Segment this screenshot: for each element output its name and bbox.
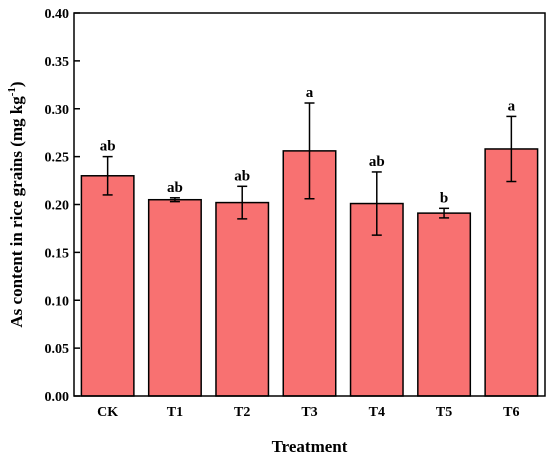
bar-ck bbox=[80, 175, 135, 397]
y-axis-title: As content in rice grains (mg kg-1) bbox=[6, 81, 26, 327]
y-tick-label: 0.30 bbox=[45, 103, 70, 118]
x-tick-label: T4 bbox=[369, 405, 385, 420]
y-tick-label: 0.20 bbox=[45, 199, 70, 214]
y-axis-title-main: As content in rice grains (mg kg bbox=[7, 96, 26, 328]
x-axis-title: Treatment bbox=[272, 437, 348, 456]
significance-label-t4: ab bbox=[369, 154, 385, 170]
significance-label-t2: ab bbox=[234, 168, 250, 184]
significance-label-t6: a bbox=[508, 98, 516, 114]
x-tick-label: T1 bbox=[167, 405, 183, 420]
bar-t1 bbox=[147, 198, 202, 397]
y-tick-label: 0.05 bbox=[45, 342, 70, 357]
x-tick-label: T5 bbox=[436, 405, 452, 420]
significance-label-t3: a bbox=[306, 85, 314, 101]
y-axis-title-superscript: -1 bbox=[6, 87, 18, 96]
y-axis-title-close: ) bbox=[7, 81, 26, 87]
significance-label-t5: b bbox=[440, 190, 448, 206]
bar-t5 bbox=[417, 212, 472, 397]
error-bars bbox=[102, 102, 517, 236]
significance-label-t1: ab bbox=[167, 180, 183, 196]
x-tick-label: T2 bbox=[234, 405, 250, 420]
y-axis: 0.00 0.05 0.10 0.15 0.20 0.25 0.30 0.35 0.40 bbox=[45, 7, 80, 405]
y-tick-label: 0.35 bbox=[45, 55, 70, 70]
y-tick-label: 0.25 bbox=[45, 151, 70, 166]
x-tick-label: CK bbox=[97, 405, 118, 420]
bar-t2 bbox=[215, 201, 270, 397]
x-tick-label: T3 bbox=[301, 405, 317, 420]
bar-t6 bbox=[484, 148, 539, 397]
significance-label-ck: ab bbox=[100, 139, 116, 155]
x-tick-label: T6 bbox=[503, 405, 519, 420]
y-tick-label: 0.10 bbox=[45, 294, 70, 309]
y-tick-label: 0.15 bbox=[45, 246, 70, 261]
y-tick-label: 0.40 bbox=[45, 7, 70, 22]
plot-frame bbox=[73, 12, 546, 397]
y-tick-label: 0.00 bbox=[45, 390, 70, 405]
significance-labels: ab ab ab a ab b a bbox=[100, 85, 516, 206]
